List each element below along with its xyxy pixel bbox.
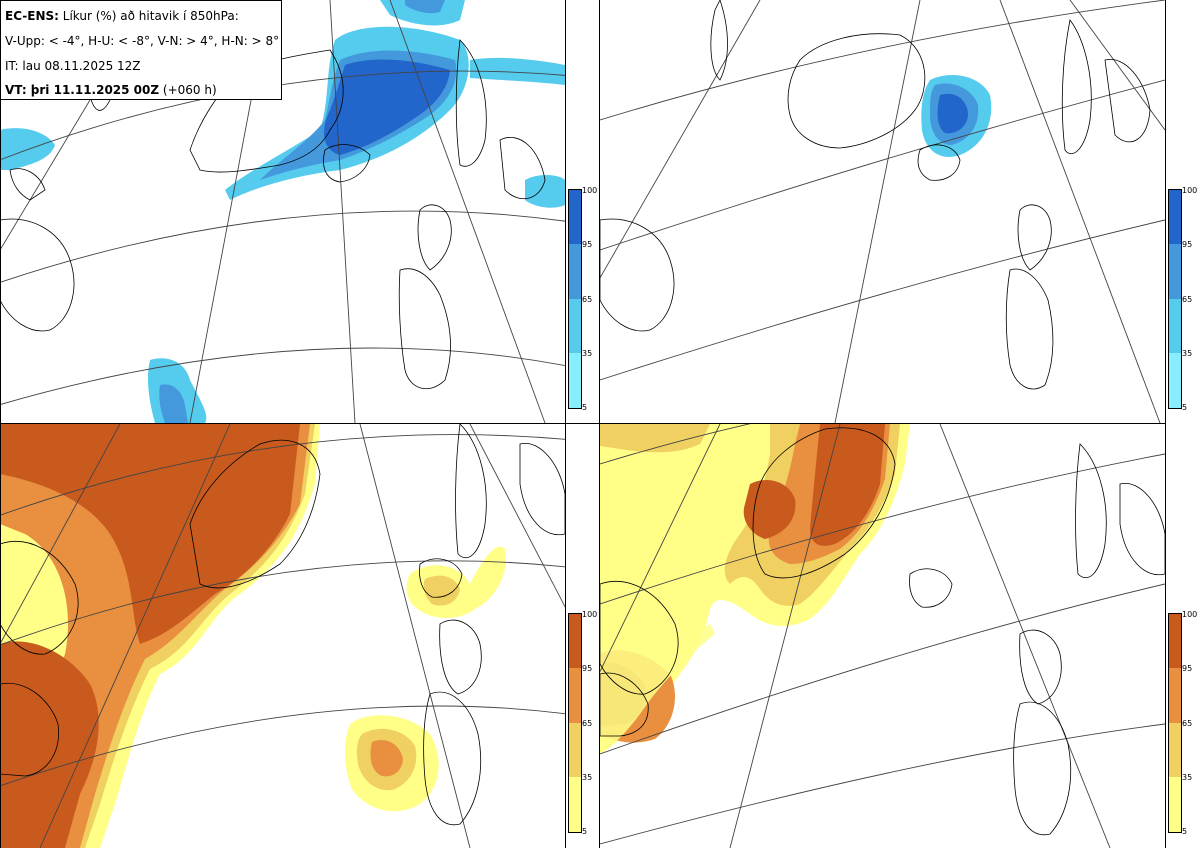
- colorbar-tick-5: 5: [1182, 827, 1188, 836]
- colorbar-tick-95: 95: [1182, 240, 1193, 249]
- map-panel-top-left: EC-ENS: Líkur (%) að hitavik í 850hPa: V…: [0, 0, 565, 423]
- colorbar-tick-5: 5: [582, 827, 588, 836]
- grid-lines: [0, 424, 565, 848]
- colorbar-tick-35: 35: [582, 773, 593, 782]
- lead-time: (+060 h): [159, 83, 217, 97]
- grid-lines: [600, 424, 1165, 848]
- colorbar-tick-95: 95: [582, 240, 593, 249]
- frame-left: [0, 0, 1, 848]
- init-time: IT: lau 08.11.2025 12Z: [5, 59, 141, 73]
- colorbar-tick-100: 100: [1182, 186, 1198, 195]
- colorbar-tick-35: 35: [1182, 773, 1193, 782]
- colorbar-seg-35-65: [1169, 299, 1181, 353]
- colorbar-seg-35-65: [1169, 723, 1181, 777]
- frame-right: [1165, 0, 1166, 848]
- coastlines: [0, 424, 565, 826]
- map-bottom-left: [0, 424, 565, 848]
- colorbar-tick-65: 65: [1182, 295, 1193, 304]
- colorbar-seg-95-100: [569, 190, 581, 244]
- colorbar-seg-35-65: [569, 299, 581, 353]
- colorbar-tick-100: 100: [582, 186, 598, 195]
- coastlines: [600, 427, 1165, 836]
- map-bottom-right: [600, 424, 1165, 848]
- map-top-right: [600, 0, 1165, 423]
- model-name: EC-ENS:: [5, 9, 59, 23]
- grid-lines: [600, 0, 1165, 423]
- colorbar-seg-95-100: [1169, 190, 1181, 244]
- colorbar-tick-95: 95: [1182, 664, 1193, 673]
- colorbar-seg-35-65: [569, 723, 581, 777]
- map-panel-top-right: [600, 0, 1165, 423]
- colorbar-bottom-right: 100 95 65 35 5: [1168, 611, 1197, 836]
- colorbar-seg-95-100: [1169, 614, 1181, 668]
- frame-vertical-divider-right: [599, 0, 600, 848]
- probability-field: [921, 75, 992, 158]
- colorbar-tick-35: 35: [1182, 349, 1193, 358]
- colorbar-seg-65-95: [569, 244, 581, 299]
- colorbar-tick-100: 100: [1182, 610, 1198, 619]
- colorbar-tick-65: 65: [1182, 719, 1193, 728]
- colorbar-tick-65: 65: [582, 295, 593, 304]
- probability-field: [0, 424, 506, 848]
- colorbar-top-right: 100 95 65 35 5: [1168, 187, 1197, 412]
- colorbar-seg-5-35: [569, 353, 581, 408]
- colorbar-seg-5-35: [1169, 777, 1181, 832]
- probability-field: [600, 424, 910, 754]
- coastlines: [600, 0, 1151, 390]
- map-panel-bottom-right: [600, 424, 1165, 848]
- colorbar-seg-65-95: [1169, 244, 1181, 299]
- colorbar-tick-100: 100: [582, 610, 598, 619]
- info-box: EC-ENS: Líkur (%) að hitavik í 850hPa: V…: [0, 0, 282, 100]
- probability-field: [0, 0, 565, 423]
- threshold-text: V-Upp: < -4°, H-U: < -8°, V-N: > 4°, H-N…: [5, 34, 280, 48]
- colorbar-tick-95: 95: [582, 664, 593, 673]
- colorbar-seg-95-100: [569, 614, 581, 668]
- title-text: Líkur (%) að hitavik í 850hPa:: [58, 9, 239, 23]
- colorbar-tick-65: 65: [582, 719, 593, 728]
- colorbar-tick-5: 5: [1182, 403, 1188, 412]
- colorbar-tick-5: 5: [582, 403, 588, 412]
- colorbar-seg-5-35: [1169, 353, 1181, 408]
- map-panel-bottom-left: [0, 424, 565, 848]
- colorbar-bottom-left: 100 95 65 35 5: [568, 611, 597, 836]
- frame-horizontal-divider: [0, 423, 1165, 424]
- colorbar-seg-65-95: [569, 668, 581, 723]
- colorbar-seg-65-95: [1169, 668, 1181, 723]
- colorbar-seg-5-35: [569, 777, 581, 832]
- colorbar-top-left: 100 95 65 35 5: [568, 187, 597, 412]
- colorbar-tick-35: 35: [582, 349, 593, 358]
- map-top-left: [0, 0, 565, 423]
- valid-time: VT: þri 11.11.2025 00Z: [5, 83, 160, 97]
- frame-vertical-divider-left: [565, 0, 566, 848]
